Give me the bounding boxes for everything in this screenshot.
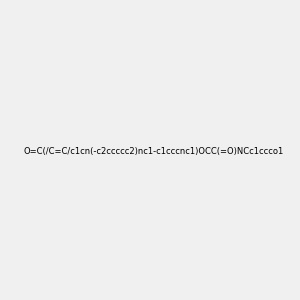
Text: O=C(/C=C/c1cn(-c2ccccc2)nc1-c1cccnc1)OCC(=O)NCc1ccco1: O=C(/C=C/c1cn(-c2ccccc2)nc1-c1cccnc1)OCC… [24,147,284,156]
